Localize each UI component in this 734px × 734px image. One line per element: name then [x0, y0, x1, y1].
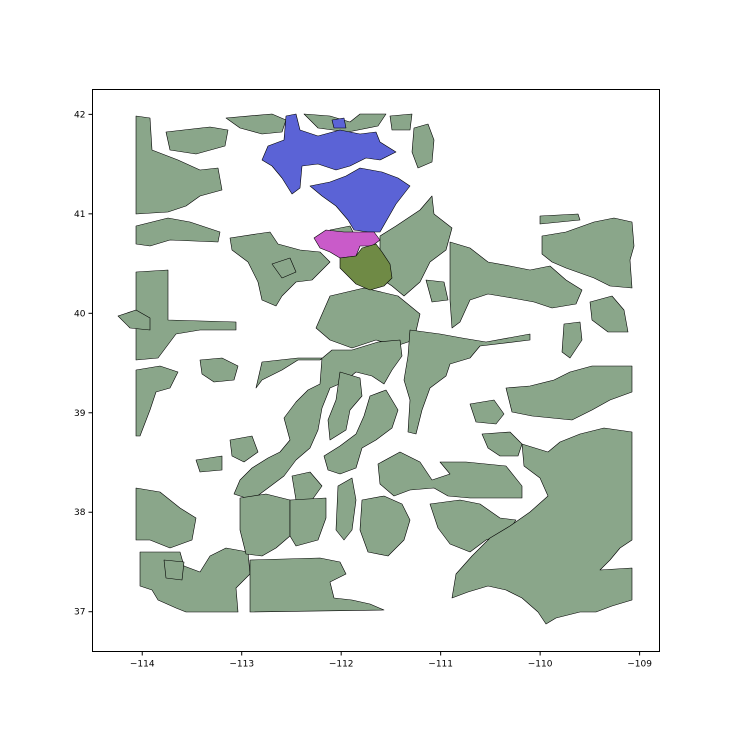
- region-polygon: [327, 371, 363, 441]
- region-polygon: [541, 217, 635, 289]
- x-tick-label: −113: [229, 660, 254, 670]
- plot-area: [117, 113, 635, 625]
- cluster-polygon: [309, 167, 411, 233]
- region-polygon: [229, 435, 259, 463]
- region-polygon: [199, 357, 239, 383]
- region-polygon: [135, 217, 221, 247]
- y-tick-label: 42: [74, 110, 85, 120]
- y-tick-label: 37: [74, 608, 85, 618]
- region-polygon: [561, 321, 583, 359]
- x-tick-label: −110: [528, 660, 553, 670]
- plot-frame: [92, 89, 660, 652]
- region-polygon: [195, 455, 223, 473]
- x-axis: −114 −113 −112 −111 −110 −109: [130, 651, 652, 670]
- region-polygon: [377, 451, 523, 499]
- region-polygon: [403, 329, 531, 435]
- region-polygon: [239, 493, 291, 557]
- northern-cluster: [261, 113, 411, 233]
- y-tick-label: 40: [74, 309, 86, 319]
- region-polygon: [135, 115, 223, 215]
- region-polygon: [539, 213, 581, 225]
- region-polygon: [291, 471, 323, 501]
- x-tick-label: −111: [428, 660, 453, 670]
- x-tick-label: −112: [329, 660, 354, 670]
- region-polygon: [225, 113, 287, 135]
- region-polygon: [359, 495, 411, 557]
- region-polygon: [449, 241, 583, 329]
- region-polygon: [469, 399, 505, 425]
- region-polygon: [271, 257, 297, 279]
- region-polygon: [425, 279, 449, 303]
- x-tick-label: −114: [130, 660, 155, 670]
- region-polygon: [411, 123, 435, 169]
- region-polygon: [165, 126, 229, 155]
- region-polygon: [233, 339, 403, 501]
- region-polygon: [335, 477, 357, 541]
- y-axis: 37 38 39 40 41 42: [74, 110, 93, 618]
- y-tick-label: 41: [74, 210, 85, 220]
- region-polygon: [249, 557, 385, 613]
- x-tick-label: −109: [627, 660, 652, 670]
- region-polygon: [505, 365, 633, 421]
- y-tick-label: 38: [74, 508, 86, 518]
- cluster-polygon: [339, 243, 393, 291]
- region-polygon: [481, 431, 523, 457]
- region-polygon: [289, 497, 327, 547]
- region-polygon: [135, 365, 179, 437]
- region-polygon: [323, 389, 399, 475]
- background-regions: [117, 113, 635, 625]
- region-polygon: [389, 113, 413, 131]
- southern-cluster: [339, 243, 393, 291]
- region-polygon: [117, 309, 151, 331]
- region-polygon: [589, 295, 629, 333]
- region-polygon: [451, 427, 633, 625]
- region-polygon: [135, 487, 197, 549]
- y-tick-label: 39: [74, 409, 86, 419]
- region-polygon: [163, 559, 185, 581]
- region-polygon: [135, 269, 237, 361]
- cluster-polygon: [261, 113, 397, 195]
- region-polygon: [379, 195, 453, 297]
- cluster-polygon: [331, 117, 347, 129]
